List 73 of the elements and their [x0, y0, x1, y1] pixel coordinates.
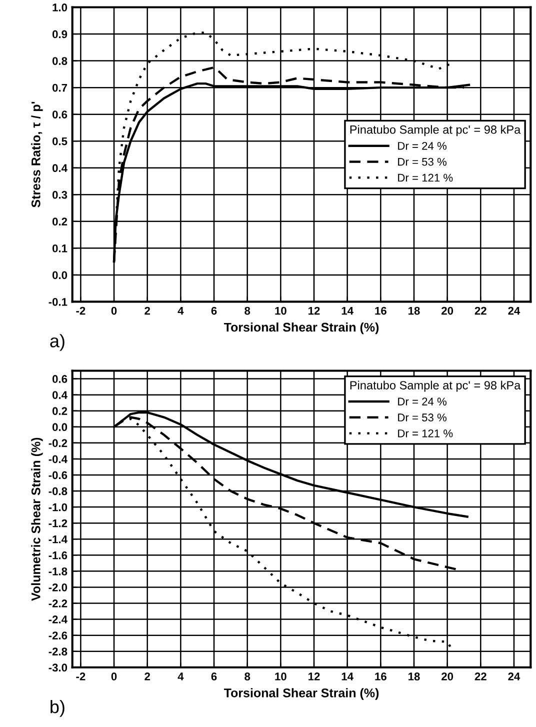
legend-label: Dr = 53 % — [398, 414, 446, 422]
y-tick-label: -0.4 — [48, 455, 68, 464]
y-tick-label: -1.6 — [48, 551, 68, 560]
x-tick-label: 0 — [111, 672, 117, 680]
y-tick-label: -0.1 — [48, 298, 68, 306]
text: b) — [50, 700, 64, 717]
x-tick-label: 6 — [211, 306, 217, 315]
x-axis-title: Torsional Shear Strain (%) — [224, 322, 379, 334]
x-tick-label: 2 — [144, 306, 150, 315]
x-tick-label: 0 — [111, 306, 117, 315]
y-tick-label: -1.8 — [48, 567, 68, 576]
legend-label: Dr = 24 % — [398, 142, 446, 150]
x-tick-label: 12 — [308, 306, 320, 315]
legend-label: Dr = 121 % — [398, 174, 453, 182]
x-tick-label: 24 — [508, 672, 520, 680]
y-tick-label: -1.0 — [48, 503, 68, 512]
x-tick-label: 18 — [408, 306, 420, 315]
text: a) — [50, 334, 64, 351]
x-tick-label: 18 — [408, 672, 420, 680]
x-tick-label: 14 — [342, 306, 354, 315]
y-axis-title: Stress Ratio, τ / p' — [31, 102, 43, 208]
x-tick-label: 20 — [442, 306, 454, 315]
x-tick-label: 10 — [275, 306, 286, 315]
x-tick-label: -2 — [76, 672, 86, 680]
x-tick-label: 4 — [178, 306, 184, 315]
x-tick-label: 4 — [178, 672, 184, 680]
legend-title: Pinatubo Sample at pc' = 98 kPa — [350, 380, 521, 392]
y-tick-label: -2.8 — [48, 648, 68, 656]
x-tick-label: -2 — [76, 306, 86, 315]
x-tick-label: 8 — [244, 306, 250, 315]
y-tick-label: 0.0 — [52, 423, 68, 432]
x-tick-label: 20 — [442, 672, 454, 680]
x-tick-label: 12 — [308, 672, 320, 680]
y-tick-label: -2.4 — [48, 616, 68, 624]
y-tick-label: -2.6 — [48, 632, 68, 640]
y-tick-label: 0.2 — [52, 218, 68, 226]
y-tick-label: 0.0 — [52, 271, 68, 280]
legend-title: Pinatubo Sample at pc' = 98 kPa — [350, 125, 521, 136]
y-axis-title: Volumetric Shear Strain (%) — [31, 438, 43, 601]
y-tick-label: 0.6 — [52, 375, 68, 383]
y-tick-label: 0.5 — [52, 137, 68, 146]
y-tick-label: -0.6 — [48, 471, 68, 480]
y-tick-label: 0.6 — [52, 110, 68, 118]
x-tick-label: 22 — [474, 672, 486, 680]
y-tick-label: 0.4 — [52, 391, 68, 399]
x-tick-label: 16 — [375, 306, 386, 315]
y-tick-label: -0.2 — [48, 439, 68, 448]
y-tick-label: -1.4 — [48, 536, 68, 544]
y-tick-label: 0.4 — [52, 164, 68, 172]
x-tick-label: 8 — [244, 672, 250, 680]
y-tick-label: 0.9 — [52, 30, 68, 38]
legend-label: Dr = 24 % — [398, 398, 446, 406]
x-tick-label: 2 — [144, 672, 150, 680]
y-tick-label: -2.0 — [48, 583, 68, 592]
y-tick-label: 0.3 — [52, 190, 68, 199]
x-tick-label: 24 — [508, 306, 520, 315]
y-tick-label: -1.2 — [48, 519, 68, 528]
y-tick-label: 1.0 — [52, 4, 68, 12]
x-tick-label: 16 — [375, 672, 386, 680]
x-axis-title: Torsional Shear Strain (%) — [224, 688, 379, 700]
x-tick-label: 10 — [275, 672, 286, 680]
y-tick-label: 0.1 — [52, 244, 68, 252]
y-tick-label: 0.7 — [52, 84, 68, 92]
y-tick-label: -0.8 — [48, 487, 68, 496]
y-tick-label: -3.0 — [48, 664, 68, 672]
x-tick-label: 6 — [211, 672, 217, 680]
y-tick-label: 0.2 — [52, 407, 68, 415]
legend-label: Dr = 53 % — [398, 158, 446, 166]
legend-label: Dr = 121 % — [398, 429, 453, 438]
y-tick-label: 0.8 — [52, 57, 68, 65]
y-tick-label: -2.2 — [48, 600, 68, 608]
x-tick-label: 22 — [474, 306, 486, 315]
x-tick-label: 14 — [342, 672, 354, 680]
